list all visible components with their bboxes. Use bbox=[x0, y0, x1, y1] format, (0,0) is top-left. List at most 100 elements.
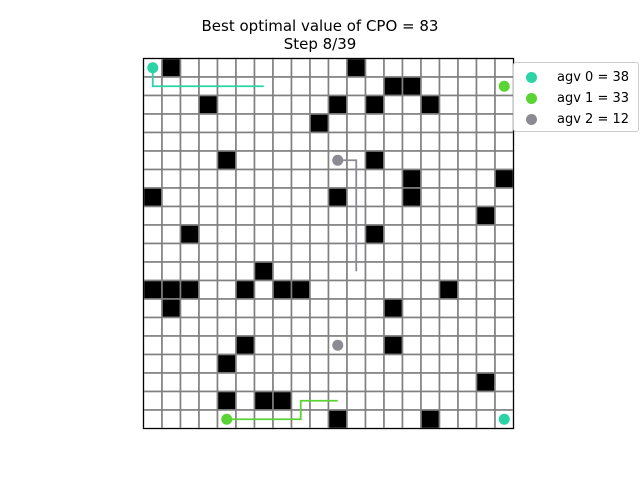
agv-2-goal-marker bbox=[332, 339, 344, 351]
empty-cell bbox=[198, 409, 219, 430]
empty-cell bbox=[309, 131, 330, 152]
obstacle-cell bbox=[216, 390, 237, 411]
empty-cell bbox=[494, 390, 515, 411]
obstacle-cell bbox=[290, 279, 311, 300]
empty-cell bbox=[272, 353, 293, 374]
empty-cell bbox=[475, 57, 496, 78]
empty-cell bbox=[161, 261, 182, 282]
empty-cell bbox=[494, 131, 515, 152]
empty-cell bbox=[438, 390, 459, 411]
obstacle-cell bbox=[272, 390, 293, 411]
empty-cell bbox=[327, 76, 348, 97]
empty-cell bbox=[494, 205, 515, 226]
empty-cell bbox=[179, 113, 200, 134]
empty-cell bbox=[290, 150, 311, 171]
empty-cell bbox=[235, 187, 256, 208]
empty-cell bbox=[346, 76, 367, 97]
empty-cell bbox=[364, 298, 385, 319]
empty-cell bbox=[198, 113, 219, 134]
empty-cell bbox=[383, 316, 404, 337]
empty-cell bbox=[309, 409, 330, 430]
legend: agv 0 = 38 agv 1 = 33 agv 2 = 12 bbox=[513, 62, 639, 132]
empty-cell bbox=[475, 409, 496, 430]
legend-item-agv-0: agv 0 = 38 bbox=[514, 67, 629, 87]
empty-cell bbox=[457, 242, 478, 263]
empty-cell bbox=[346, 372, 367, 393]
obstacle-cell bbox=[401, 76, 422, 97]
empty-cell bbox=[309, 316, 330, 337]
empty-cell bbox=[142, 316, 163, 337]
empty-cell bbox=[142, 353, 163, 374]
obstacle-cell bbox=[272, 279, 293, 300]
empty-cell bbox=[309, 205, 330, 226]
empty-cell bbox=[290, 131, 311, 152]
empty-cell bbox=[309, 187, 330, 208]
empty-cell bbox=[475, 224, 496, 245]
empty-cell bbox=[346, 131, 367, 152]
empty-cell bbox=[216, 261, 237, 282]
empty-cell bbox=[420, 205, 441, 226]
empty-cell bbox=[364, 409, 385, 430]
empty-cell bbox=[179, 131, 200, 152]
empty-cell bbox=[161, 242, 182, 263]
agv-1-position-marker bbox=[221, 413, 233, 425]
empty-cell bbox=[272, 76, 293, 97]
step-counter: Step 8/39 bbox=[283, 35, 357, 53]
obstacle-cell bbox=[198, 94, 219, 115]
empty-cell bbox=[475, 76, 496, 97]
empty-cell bbox=[327, 113, 348, 134]
empty-cell bbox=[401, 242, 422, 263]
empty-cell bbox=[420, 298, 441, 319]
empty-cell bbox=[216, 205, 237, 226]
obstacle-cell bbox=[383, 298, 404, 319]
empty-cell bbox=[216, 279, 237, 300]
empty-cell bbox=[401, 94, 422, 115]
empty-cell bbox=[235, 168, 256, 189]
empty-cell bbox=[161, 131, 182, 152]
empty-cell bbox=[438, 409, 459, 430]
empty-cell bbox=[438, 298, 459, 319]
empty-cell bbox=[401, 131, 422, 152]
empty-cell bbox=[438, 131, 459, 152]
obstacle-cell bbox=[364, 224, 385, 245]
empty-cell bbox=[457, 353, 478, 374]
empty-cell bbox=[475, 150, 496, 171]
agv-0-goal-marker bbox=[498, 413, 510, 425]
empty-cell bbox=[383, 224, 404, 245]
empty-cell bbox=[235, 94, 256, 115]
empty-cell bbox=[198, 372, 219, 393]
obstacle-cell bbox=[161, 298, 182, 319]
empty-cell bbox=[290, 224, 311, 245]
empty-cell bbox=[161, 150, 182, 171]
empty-cell bbox=[272, 57, 293, 78]
empty-cell bbox=[161, 187, 182, 208]
empty-cell bbox=[494, 57, 515, 78]
empty-cell bbox=[438, 94, 459, 115]
empty-cell bbox=[290, 335, 311, 356]
empty-cell bbox=[216, 224, 237, 245]
empty-cell bbox=[327, 224, 348, 245]
empty-cell bbox=[401, 353, 422, 374]
empty-cell bbox=[383, 261, 404, 282]
empty-cell bbox=[383, 94, 404, 115]
empty-cell bbox=[420, 390, 441, 411]
empty-cell bbox=[309, 335, 330, 356]
board-frame bbox=[143, 58, 514, 429]
empty-cell bbox=[179, 316, 200, 337]
empty-cell bbox=[420, 76, 441, 97]
empty-cell bbox=[457, 316, 478, 337]
empty-cell bbox=[475, 298, 496, 319]
empty-cell bbox=[457, 261, 478, 282]
empty-cell bbox=[161, 353, 182, 374]
obstacle-cell bbox=[401, 187, 422, 208]
empty-cell bbox=[420, 261, 441, 282]
empty-cell bbox=[179, 261, 200, 282]
empty-cell bbox=[346, 335, 367, 356]
empty-cell bbox=[198, 316, 219, 337]
empty-cell bbox=[364, 76, 385, 97]
empty-cell bbox=[216, 168, 237, 189]
empty-cell bbox=[364, 168, 385, 189]
empty-cell bbox=[198, 205, 219, 226]
empty-cell bbox=[290, 94, 311, 115]
empty-cell bbox=[457, 279, 478, 300]
